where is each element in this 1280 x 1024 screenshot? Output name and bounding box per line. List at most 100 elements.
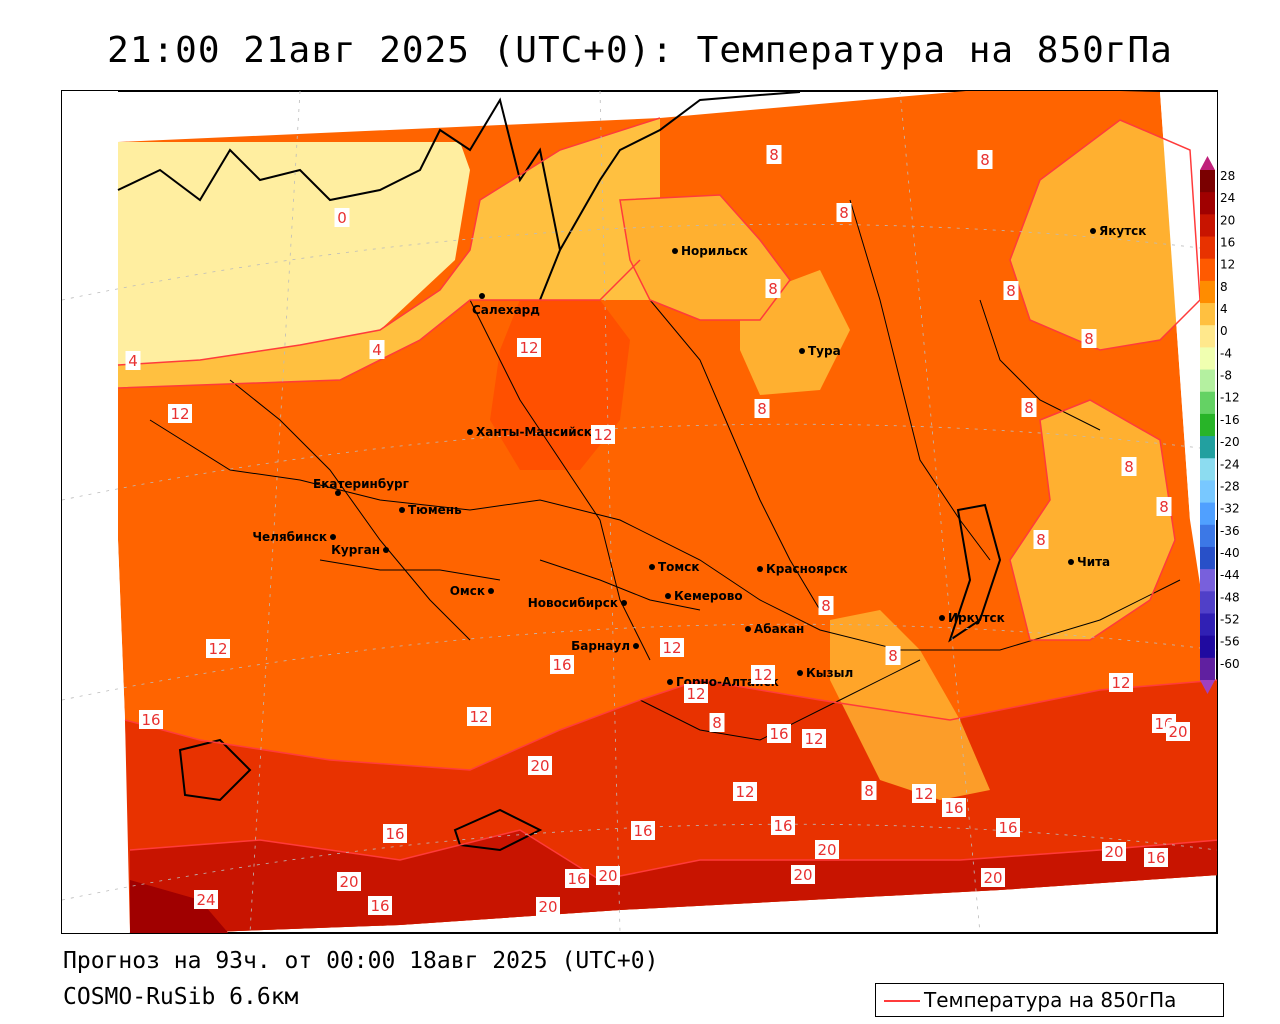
contour-label-bg — [125, 351, 141, 370]
field-4-band — [118, 118, 660, 388]
contour-label: 8 — [769, 146, 779, 164]
colorbar-tick-label: -4 — [1220, 346, 1232, 360]
region-borders — [149, 199, 1181, 741]
contour-label-bg — [1021, 398, 1037, 417]
contour-label: 16 — [1146, 849, 1165, 867]
contour-labels: 0 4 4 8 8 8 8 8 8 8 8 8 8 8 8 8 8 8 12 12 12 12 12 12 12 12 12 12 12… — [125, 145, 1190, 916]
contour-label-bg — [1102, 842, 1126, 861]
colorbar-swatch — [1200, 546, 1215, 570]
contour-label: 12 — [662, 639, 681, 657]
colorbar-tick-label: -12 — [1220, 391, 1240, 405]
contour-label: 8 — [1084, 330, 1094, 348]
contour-label: 8 — [980, 151, 990, 169]
contour-label: 12 — [804, 730, 823, 748]
contour-label: 8 — [768, 280, 778, 298]
contour-label: 8 — [888, 647, 898, 665]
city-dot — [467, 429, 473, 435]
city-dot — [1090, 228, 1096, 234]
contour-label: 16 — [769, 725, 788, 743]
contour-label: 8 — [821, 597, 831, 615]
field-0-band — [118, 142, 470, 365]
contour-label: 20 — [598, 867, 617, 885]
contour-label: 8 — [1024, 399, 1034, 417]
colorbar-tick-label: -40 — [1220, 546, 1240, 560]
contour-label-bg — [517, 338, 541, 357]
colorbar-swatch — [1200, 170, 1215, 193]
temperature-isotherms — [117, 117, 1217, 881]
contour-label-bg — [631, 821, 655, 840]
forecast-info: Прогноз на 93ч. от 00:00 18авг 2025 (UTC… — [63, 948, 659, 974]
city-dot — [939, 615, 945, 621]
colorbar-bottom-arrow — [1200, 680, 1215, 694]
city-markers: Норильск Якутск Салехард Тура Ханты-Мансийск… — [252, 224, 1146, 689]
colorbar-tick-label: -20 — [1220, 435, 1240, 449]
colorbar-tick-label: -8 — [1220, 369, 1232, 383]
contour-label-bg — [1081, 329, 1097, 348]
contour-label: 8 — [712, 714, 722, 732]
contour-label-bg — [536, 897, 560, 916]
colorbar-swatch — [1200, 391, 1215, 415]
contour-label-bg — [383, 824, 407, 843]
colorbar-swatch — [1200, 303, 1215, 326]
city-dot — [383, 547, 389, 553]
colorbar-swatch — [1200, 413, 1215, 437]
colorbar-tick-label: -36 — [1220, 524, 1240, 538]
contour-label-bg — [733, 782, 757, 801]
graticule — [62, 91, 1217, 933]
city-dot — [797, 670, 803, 676]
outside-domain-nw — [62, 91, 118, 540]
contour-label: 16 — [567, 870, 586, 888]
contour-label: 16 — [370, 897, 389, 915]
contour-label: 16 — [998, 819, 1017, 837]
contour-label-bg — [767, 724, 791, 743]
contour-label: 8 — [839, 204, 849, 222]
contour-label-bg — [942, 798, 966, 817]
city-label: Курган — [331, 543, 380, 557]
colorbar-tick-label: 8 — [1220, 280, 1228, 294]
city-dot — [633, 643, 639, 649]
city-label: Тура — [808, 344, 841, 358]
contour-label-bg — [528, 756, 552, 775]
contour-label: 20 — [1168, 723, 1187, 741]
colorbar-swatch — [1200, 192, 1215, 215]
legend-box: Температура на 850гПа — [875, 983, 1224, 1017]
outside-domain-w2 — [62, 540, 125, 720]
colorbar-swatch — [1200, 236, 1215, 260]
colorbar-tick-label: -44 — [1220, 568, 1240, 582]
colorbar-swatch — [1200, 657, 1215, 681]
city-dot — [745, 626, 751, 632]
city-dot — [335, 490, 341, 496]
contour-label: 20 — [817, 841, 836, 859]
colorbar-swatch — [1200, 369, 1215, 393]
contour-label-bg — [467, 707, 491, 726]
contour-label: 16 — [944, 799, 963, 817]
colorbar-top-arrow — [1200, 156, 1215, 170]
colorbar-swatch — [1200, 214, 1215, 238]
colorbar-tick-label: -28 — [1220, 479, 1240, 493]
contour-label: 16 — [633, 822, 652, 840]
contour-label: 8 — [864, 782, 874, 800]
colorbar-tick-label: -24 — [1220, 457, 1240, 471]
city-label: Новосибирск — [528, 596, 618, 610]
contour-label: 20 — [339, 873, 358, 891]
contour-label: 16 — [773, 817, 792, 835]
city-dot — [621, 600, 627, 606]
colorbar-swatch — [1200, 325, 1215, 348]
city-dot — [665, 593, 671, 599]
contour-label-bg — [818, 596, 834, 615]
contour-label: 4 — [128, 352, 138, 370]
city-label: Иркутск — [948, 611, 1005, 625]
city-label: Челябинск — [252, 530, 327, 544]
contour-label-bg — [861, 781, 877, 800]
field-8-yakutsk — [1010, 120, 1200, 350]
city-dot — [649, 564, 655, 570]
colorbar-swatch — [1200, 458, 1215, 481]
temperature-field — [62, 91, 1217, 933]
city-label: Кызыл — [806, 666, 853, 680]
contour-label-bg — [1144, 848, 1168, 867]
city-label: Якутск — [1099, 224, 1146, 238]
contour-label-bg — [194, 890, 218, 909]
city-label: Барнаул — [571, 639, 630, 653]
contour-label: 8 — [1036, 531, 1046, 549]
